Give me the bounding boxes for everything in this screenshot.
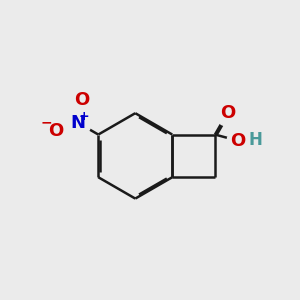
Text: O: O <box>220 104 235 122</box>
Text: H: H <box>248 131 262 149</box>
Text: −: − <box>40 116 52 130</box>
Text: +: + <box>79 110 90 123</box>
Text: O: O <box>230 132 245 150</box>
Text: N: N <box>70 114 86 132</box>
Text: O: O <box>74 91 90 109</box>
Text: O: O <box>48 122 63 140</box>
